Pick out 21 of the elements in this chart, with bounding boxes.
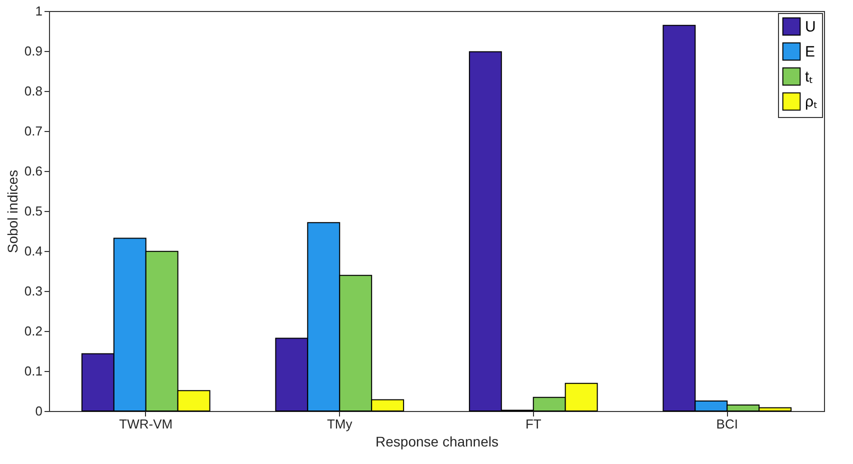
y-tick-label: 0 xyxy=(35,404,42,418)
x-tick-label: TWR-VM xyxy=(119,416,173,432)
y-tick-label: 0.1 xyxy=(24,364,42,378)
y-tick-label: 0.2 xyxy=(24,324,42,338)
x-tick-label: BCI xyxy=(716,416,738,432)
y-tick-label: 0.7 xyxy=(24,124,42,138)
legend-label: tₜ xyxy=(805,68,814,86)
y-tick-label: 0.8 xyxy=(24,84,42,98)
x-tick-label: FT xyxy=(525,416,542,432)
legend-label: E xyxy=(805,44,816,60)
y-tick-label: 0.3 xyxy=(24,284,42,298)
y-tick-label: 0.6 xyxy=(24,164,42,178)
legend-label: U xyxy=(805,18,816,36)
y-tick-label: 1 xyxy=(35,4,42,18)
x-axis-title: Response channels xyxy=(376,434,498,450)
legend-label: ρₜ xyxy=(805,94,818,110)
x-tick-label: TMy xyxy=(326,416,353,432)
y-axis-title: Sobol indices xyxy=(4,170,20,254)
y-tick-label: 0.9 xyxy=(24,44,42,58)
y-tick-label: 0.5 xyxy=(24,204,42,218)
y-tick-label: 0.4 xyxy=(24,244,42,258)
